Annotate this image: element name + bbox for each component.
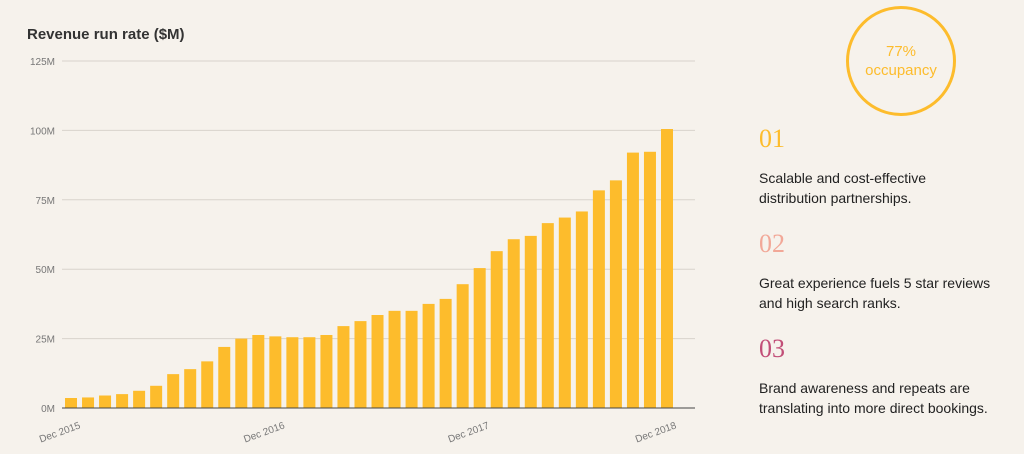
- bar: [490, 251, 503, 408]
- highlight-number: 03: [759, 334, 785, 363]
- bar: [99, 395, 112, 408]
- highlight-03: 03 Brand awareness and repeats are transl…: [759, 334, 988, 418]
- bar: [643, 151, 656, 408]
- bar: [116, 394, 129, 408]
- bar: [320, 334, 333, 408]
- bar: [388, 310, 401, 408]
- bar: [609, 180, 622, 408]
- revenue-bar-chart: 0M 25M 50M 75M 100M 125M Dec 2015 Dec 2016 Dec 2…: [30, 57, 695, 445]
- occupancy-value: 77%: [885, 43, 917, 60]
- bar: [337, 326, 350, 408]
- bar: [201, 361, 214, 408]
- x-tick-label: Dec 2016: [242, 420, 286, 445]
- bar: [558, 217, 571, 408]
- bar: [303, 337, 316, 408]
- bar: [235, 338, 248, 408]
- y-tick-label: 75M: [36, 196, 55, 207]
- bar: [184, 369, 197, 408]
- y-tick-label: 25M: [36, 335, 55, 346]
- chart-title: Revenue run rate ($M): [27, 26, 185, 43]
- bar: [473, 268, 486, 408]
- bar: [456, 284, 469, 408]
- highlight-number: 01: [759, 124, 785, 153]
- y-tick-label: 50M: [36, 265, 55, 276]
- bar: [252, 334, 265, 408]
- bar: [65, 398, 77, 408]
- bar: [269, 336, 282, 408]
- x-tick-label: Dec 2017: [447, 420, 491, 445]
- highlight-text: and high search ranks.: [759, 295, 901, 311]
- highlight-number: 02: [759, 229, 785, 258]
- highlight-text: distribution partnerships.: [759, 190, 912, 206]
- x-tick-label: Dec 2015: [38, 420, 82, 445]
- highlight-text: Great experience fuels 5 star reviews: [759, 275, 991, 291]
- occupancy-label: occupancy: [865, 62, 937, 79]
- highlight-01: 01 Scalable and cost-effective distributi…: [759, 124, 926, 208]
- bar: [133, 390, 146, 408]
- bar: [405, 310, 418, 408]
- bar: [524, 235, 537, 408]
- y-tick-label: 125M: [30, 57, 55, 68]
- highlight-text: Scalable and cost-effective: [759, 170, 927, 186]
- bar: [371, 315, 384, 408]
- highlight-text: translating into more direct bookings.: [759, 400, 988, 416]
- highlight-text: Brand awareness and repeats are: [759, 380, 970, 396]
- bar: [626, 152, 639, 408]
- bar: [541, 223, 554, 408]
- bar: [661, 129, 673, 408]
- bar: [422, 303, 435, 408]
- bar: [575, 211, 588, 408]
- bar: [592, 190, 605, 408]
- bar: [286, 337, 299, 408]
- bar: [150, 385, 163, 408]
- x-tick-label: Dec 2018: [634, 420, 678, 445]
- bar: [439, 298, 452, 408]
- bar: [82, 397, 95, 408]
- y-tick-label: 100M: [30, 126, 55, 137]
- highlight-02: 02 Great experience fuels 5 star reviews…: [759, 229, 990, 313]
- bar: [507, 239, 520, 408]
- bar: [218, 346, 231, 408]
- y-tick-label: 0M: [41, 404, 55, 415]
- bar: [167, 374, 180, 408]
- occupancy-badge: 77% occupancy: [846, 6, 956, 116]
- bar: [354, 321, 367, 408]
